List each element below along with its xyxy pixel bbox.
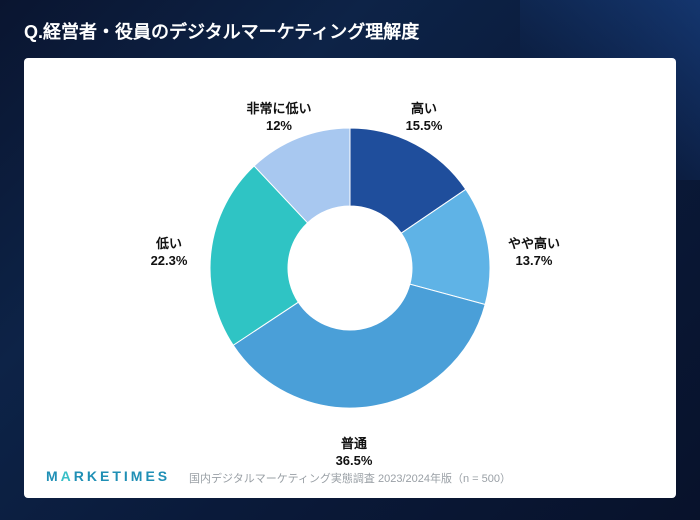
donut-svg (24, 58, 676, 498)
segment-name: 非常に低い (246, 101, 311, 118)
segment-label: 非常に低い12% (246, 101, 311, 135)
segment-name: 普通 (336, 436, 373, 453)
outer-frame: Q.経営者・役員のデジタルマーケティング理解度 高い15.5% やや高い13.7%… (0, 0, 700, 520)
segment-label: 高い15.5% (406, 101, 443, 135)
page-title: Q.経営者・役員のデジタルマーケティング理解度 (24, 18, 676, 44)
segment-value: 36.5% (336, 453, 373, 470)
segment-value: 12% (246, 118, 311, 135)
segment-value: 13.7% (508, 253, 560, 270)
donut-chart: 高い15.5% やや高い13.7% 普通36.5% 低い22.3% 非常に低い12% (24, 58, 676, 498)
segment-name: 低い (151, 236, 188, 253)
chart-card: 高い15.5%やや高い13.7%普通36.5%低い22.3%非常に低い12% M… (24, 58, 676, 498)
segment-name: 高い (406, 101, 443, 118)
segment-label: 普通36.5% (336, 436, 373, 470)
segment-value: 15.5% (406, 118, 443, 135)
segment-name: やや高い (508, 236, 560, 253)
source-note: 国内デジタルマーケティング実態調査 2023/2024年版（n = 500） (24, 470, 676, 486)
segment-label: 低い22.3% (151, 236, 188, 270)
segment-label: やや高い13.7% (508, 236, 560, 270)
segment-value: 22.3% (151, 253, 188, 270)
